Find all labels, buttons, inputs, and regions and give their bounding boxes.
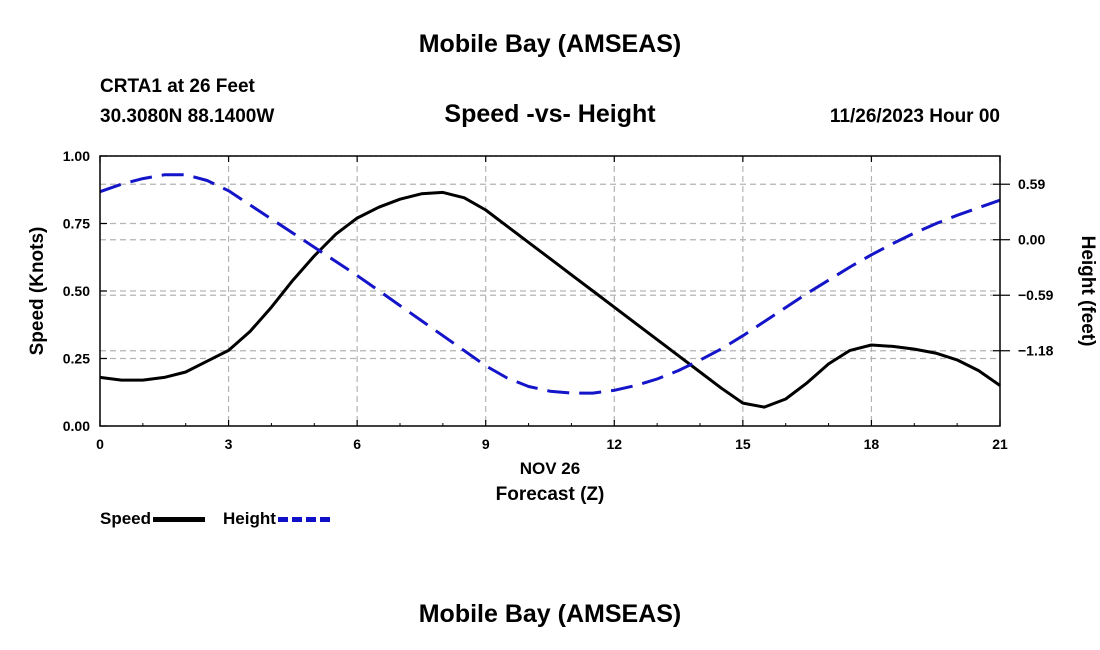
series-height-line — [99, 173, 1001, 395]
station-coordinates: 30.3080N 88.1400W — [100, 106, 275, 127]
series-layer — [99, 173, 1001, 409]
x-tick-label: 9 — [482, 436, 490, 452]
x-axis-title: Forecast (Z) — [496, 484, 605, 505]
y-right-tick-label: 0.59 — [1018, 176, 1045, 192]
y-left-tick-label: 0.50 — [63, 283, 90, 299]
x-tick-label: 0 — [96, 436, 104, 452]
y-right-tick-label: 0.00 — [1018, 232, 1045, 248]
legend: Speed Height — [100, 509, 348, 529]
x-tick-label: 18 — [864, 436, 880, 452]
x-tick-label: 3 — [225, 436, 233, 452]
x-tick-label: 21 — [992, 436, 1008, 452]
chart-subtitle: Speed -vs- Height — [444, 100, 656, 128]
y-left-axis-title: Speed (Knots) — [27, 227, 48, 356]
y-left-tick-label: 0.75 — [63, 216, 90, 232]
x-tick-label: 15 — [735, 436, 751, 452]
legend-height-label: Height — [223, 509, 276, 528]
x-tick-label: 6 — [353, 436, 361, 452]
legend-speed-swatch — [153, 516, 206, 522]
series-speed-line — [99, 190, 1001, 409]
y-right-axis-title: Height (feet) — [1077, 236, 1098, 347]
y-left-tick-label: 0.00 — [63, 418, 90, 434]
y-left-tick-label: 0.25 — [63, 351, 90, 367]
legend-height-swatch — [277, 516, 330, 522]
x-tick-label: 12 — [606, 436, 622, 452]
station-label: CRTA1 at 26 Feet — [100, 76, 255, 97]
legend-speed-label: Speed — [100, 509, 152, 528]
y-right-tick-label: −0.59 — [1018, 287, 1054, 303]
footer-title: Mobile Bay (AMSEAS) — [418, 600, 682, 628]
y-left-tick-label: 1.00 — [63, 148, 90, 164]
forecast-date: 11/26/2023 Hour 00 — [829, 106, 1000, 127]
y-right-tick-label: −1.18 — [1018, 343, 1054, 359]
chart-main-title: Mobile Bay (AMSEAS) — [418, 30, 682, 58]
axis-layer: 0 3 6 9 12 15 18 21 0.00 0.25 0.50 0.75 1.00 −1.18 −0.… — [27, 148, 1098, 505]
x-axis-date-label: NOV 26 — [520, 459, 580, 478]
